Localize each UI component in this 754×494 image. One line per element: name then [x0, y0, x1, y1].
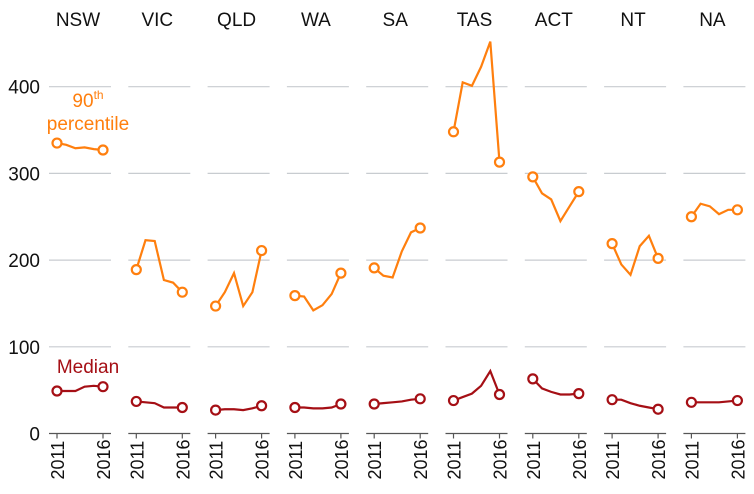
p90-endpoint: [289, 290, 301, 302]
x-tick-label: 2011: [48, 441, 68, 480]
p90-endpoint: [527, 171, 539, 183]
x-tick-label: 2016: [94, 439, 114, 479]
panel-sa: SA 2011 2016: [365, 10, 431, 480]
p90-annotation-line2: percentile: [47, 114, 129, 135]
panel-title: SA: [383, 10, 409, 31]
panel-act: ACT 2011 2016: [524, 10, 590, 480]
median-endpoint: [606, 394, 618, 406]
median-endpoint: [527, 373, 539, 385]
x-tick-label: 2016: [253, 439, 273, 479]
median-line: [612, 398, 659, 411]
median-endpoint: [176, 401, 188, 414]
median-endpoint: [731, 394, 744, 407]
x-tick-label: 2011: [445, 441, 465, 480]
p90-line: [531, 176, 580, 224]
p90-endpoint: [493, 156, 506, 168]
median-endpoint: [652, 403, 664, 415]
x-tick-label: 2016: [173, 439, 193, 479]
p90-line: [214, 250, 263, 309]
median-endpoint: [335, 398, 347, 410]
median-endpoint: [573, 388, 585, 400]
p90-endpoint: [731, 204, 744, 216]
p90-endpoint: [606, 238, 618, 250]
x-tick-label: 2011: [524, 441, 544, 480]
p90-annotation: 90th: [72, 88, 103, 112]
median-endpoint: [130, 395, 142, 408]
median-line: [215, 404, 262, 412]
p90-line: [452, 41, 501, 163]
p90-line: [294, 272, 342, 312]
median-line: [453, 368, 501, 402]
y-tick-label: 400: [8, 78, 40, 99]
p90-endpoint: [210, 300, 222, 312]
x-tick-label: 2016: [332, 439, 352, 479]
median-line: [532, 378, 579, 396]
y-tick-label: 300: [8, 164, 40, 185]
p90-line: [135, 238, 184, 293]
panel-vic: VIC 2011 2016: [127, 10, 193, 480]
median-endpoint: [685, 396, 698, 408]
panel-na: NA 2011 2016: [682, 10, 748, 480]
median-line: [691, 399, 738, 404]
panel-title: QLD: [217, 10, 256, 31]
panel-title: TAS: [457, 10, 493, 31]
panel-title: NA: [699, 10, 726, 31]
median-line: [57, 384, 104, 393]
p90-endpoint: [368, 262, 380, 274]
p90-line: [611, 233, 660, 278]
median-endpoint: [210, 404, 222, 416]
p90-endpoint: [335, 267, 347, 279]
panel-nt: NT 2011 2016: [603, 10, 669, 480]
median-endpoint: [51, 385, 63, 397]
panel-title: VIC: [141, 10, 173, 31]
y-tick-label: 100: [8, 338, 40, 359]
p90-endpoint: [414, 222, 426, 234]
x-tick-label: 2016: [570, 439, 590, 479]
x-tick-label: 2016: [491, 439, 511, 479]
y-tick-label: 200: [8, 251, 40, 272]
median-endpoint: [256, 400, 268, 412]
x-tick-label: 2011: [365, 441, 385, 480]
panel-qld: QLD 2011 2016: [207, 10, 273, 480]
panel-wa: WA 2011 2016: [286, 10, 352, 480]
x-tick-label: 2011: [207, 441, 227, 480]
p90-endpoint: [51, 137, 63, 149]
median-line: [374, 397, 421, 406]
p90-endpoint: [685, 211, 698, 223]
p90-endpoint: [256, 244, 268, 257]
p90-line: [373, 227, 421, 279]
p90-endpoint: [176, 286, 188, 298]
panel-title: NT: [620, 10, 646, 31]
panel-title: ACT: [535, 10, 573, 31]
median-endpoint: [368, 398, 380, 410]
p90-line: [56, 141, 104, 152]
median-endpoint: [97, 381, 109, 393]
p90-line: [690, 202, 738, 218]
p90-endpoint: [97, 144, 109, 156]
panel-tas: TAS 2011 2016: [445, 10, 511, 480]
p90-endpoint: [447, 126, 460, 138]
median-endpoint: [447, 394, 460, 407]
median-endpoint: [289, 401, 301, 414]
p90-endpoint: [652, 252, 664, 264]
x-tick-label: 2011: [603, 441, 623, 480]
median-line: [294, 402, 342, 410]
median-endpoint: [493, 388, 506, 401]
x-tick-label: 2011: [682, 441, 702, 480]
median-annotation: Median: [57, 357, 119, 378]
x-tick-label: 2016: [411, 439, 431, 479]
panel-title: NSW: [56, 10, 100, 31]
x-tick-label: 2016: [728, 439, 748, 479]
x-tick-label: 2011: [127, 441, 147, 480]
y-tick-label: 0: [29, 425, 40, 446]
p90-endpoint: [130, 264, 142, 276]
x-tick-label: 2016: [649, 439, 669, 479]
x-tick-label: 2011: [286, 441, 306, 480]
median-line: [136, 400, 183, 409]
median-endpoint: [414, 393, 426, 405]
panel-title: WA: [301, 10, 331, 31]
p90-endpoint: [573, 186, 585, 198]
panel-nsw: NSW 2011 2016: [48, 10, 114, 480]
